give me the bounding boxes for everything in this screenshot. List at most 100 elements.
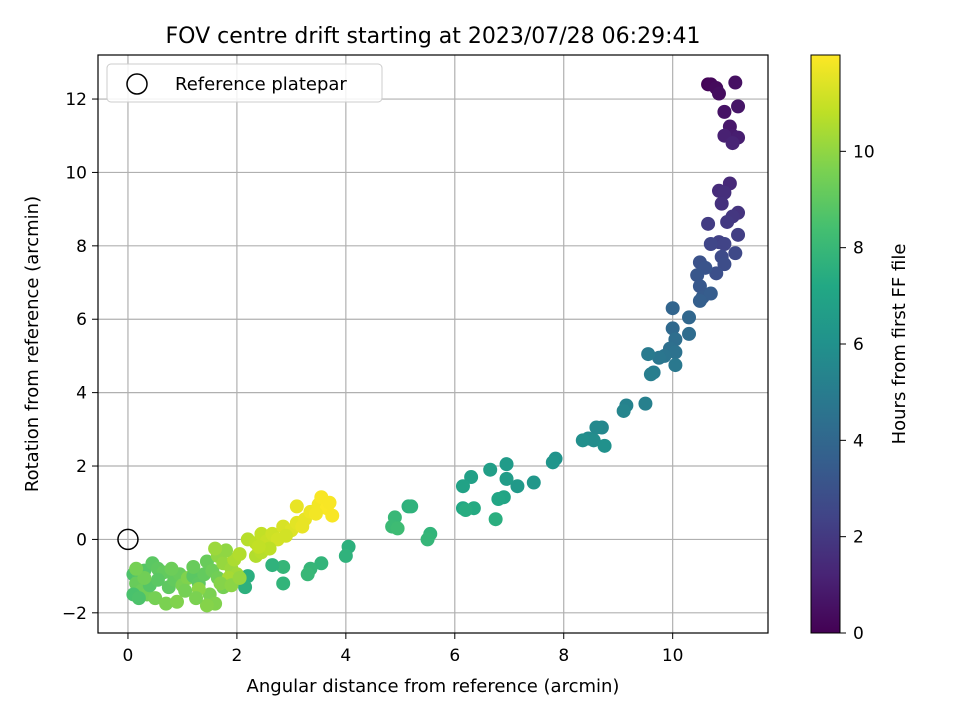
- data-point: [169, 594, 184, 609]
- data-point: [717, 257, 732, 272]
- data-point: [131, 591, 146, 606]
- data-point: [575, 433, 590, 448]
- data-points: [117, 75, 746, 613]
- data-point: [483, 462, 498, 477]
- x-tick-label: 0: [123, 646, 134, 666]
- data-point: [265, 558, 280, 573]
- data-point: [701, 216, 716, 231]
- data-point: [597, 438, 612, 453]
- x-tick-label: 4: [340, 646, 351, 666]
- data-point: [714, 196, 729, 211]
- data-point: [314, 556, 329, 571]
- data-point: [159, 596, 174, 611]
- data-point: [262, 541, 277, 556]
- data-point: [717, 104, 732, 119]
- data-point: [725, 136, 740, 151]
- data-point: [711, 86, 726, 101]
- y-tick-label: 8: [76, 237, 87, 257]
- data-point: [295, 519, 310, 534]
- data-point: [545, 455, 560, 470]
- data-point: [652, 350, 667, 365]
- data-point: [717, 185, 732, 200]
- data-point: [709, 266, 724, 281]
- data-point: [665, 301, 680, 316]
- data-point: [728, 75, 743, 90]
- data-point: [491, 492, 506, 507]
- colorbar-tick-label: 2: [853, 528, 864, 548]
- chart-title: FOV centre drift starting at 2023/07/28 …: [166, 24, 701, 49]
- data-point: [137, 570, 152, 585]
- data-point: [526, 475, 541, 490]
- colorbar-tick-label: 4: [853, 431, 864, 451]
- colorbar-label: Hours from first FF file: [889, 244, 910, 445]
- data-point: [586, 433, 601, 448]
- data-point: [276, 559, 291, 574]
- y-tick-label: 6: [76, 310, 87, 330]
- data-point: [232, 547, 247, 562]
- data-point: [148, 591, 163, 606]
- data-point: [720, 214, 735, 229]
- colorbar-ticks: 0 2 4 6 8 10: [840, 142, 875, 644]
- data-point: [731, 99, 746, 114]
- x-tick-label: 8: [558, 646, 569, 666]
- y-axis-ticks: −2 0 2 4 6 8 10 12: [62, 90, 98, 624]
- data-point: [308, 506, 323, 521]
- data-point: [278, 528, 293, 543]
- data-point: [690, 268, 705, 283]
- data-point: [668, 358, 683, 373]
- data-point: [728, 246, 743, 261]
- x-axis-label: Angular distance from reference (arcmin): [247, 676, 620, 697]
- data-point: [325, 508, 340, 523]
- x-tick-label: 10: [662, 646, 684, 666]
- plot-frame: [97, 54, 769, 634]
- data-point: [404, 499, 419, 514]
- data-point: [276, 576, 291, 591]
- data-point: [499, 471, 514, 486]
- data-point: [488, 512, 503, 527]
- y-tick-label: 10: [65, 163, 87, 183]
- data-point: [731, 227, 746, 242]
- data-point: [199, 598, 214, 613]
- data-point: [300, 567, 315, 582]
- data-point: [251, 539, 266, 554]
- data-point: [692, 279, 707, 294]
- colorbar-tick-label: 6: [853, 335, 864, 355]
- y-tick-label: 12: [65, 90, 87, 110]
- colorbar-tick-label: 0: [853, 624, 864, 644]
- data-point: [178, 583, 193, 598]
- data-point: [510, 479, 525, 494]
- data-point: [458, 503, 473, 518]
- data-point: [682, 326, 697, 341]
- data-point: [499, 457, 514, 472]
- colorbar-tick-label: 8: [853, 239, 864, 259]
- colorbar-tick-label: 10: [853, 142, 875, 162]
- colorbar: [810, 54, 841, 634]
- data-point: [455, 479, 470, 494]
- data-point: [668, 345, 683, 360]
- x-tick-label: 2: [231, 646, 242, 666]
- data-point: [643, 367, 658, 382]
- legend-marker-reference: [126, 73, 148, 95]
- data-point: [150, 572, 165, 587]
- data-point: [665, 321, 680, 336]
- y-tick-label: 4: [76, 384, 87, 404]
- legend-entry-reference: Reference platepar: [175, 74, 347, 95]
- data-point: [692, 293, 707, 308]
- y-axis-label: Rotation from reference (arcmin): [22, 196, 43, 492]
- reference-platepar-marker: [117, 528, 139, 551]
- legend-box: [106, 63, 383, 103]
- data-point: [390, 521, 405, 536]
- data-point: [322, 495, 337, 510]
- data-point: [232, 570, 247, 585]
- y-tick-label: −2: [62, 604, 87, 624]
- legend: Reference platepar: [106, 63, 383, 103]
- data-point: [189, 591, 204, 606]
- data-point: [616, 403, 631, 418]
- y-tick-label: 2: [76, 457, 87, 477]
- data-point: [464, 470, 479, 485]
- data-point: [589, 420, 604, 435]
- data-point: [420, 532, 435, 547]
- y-tick-label: 0: [76, 530, 87, 550]
- data-point: [338, 548, 353, 563]
